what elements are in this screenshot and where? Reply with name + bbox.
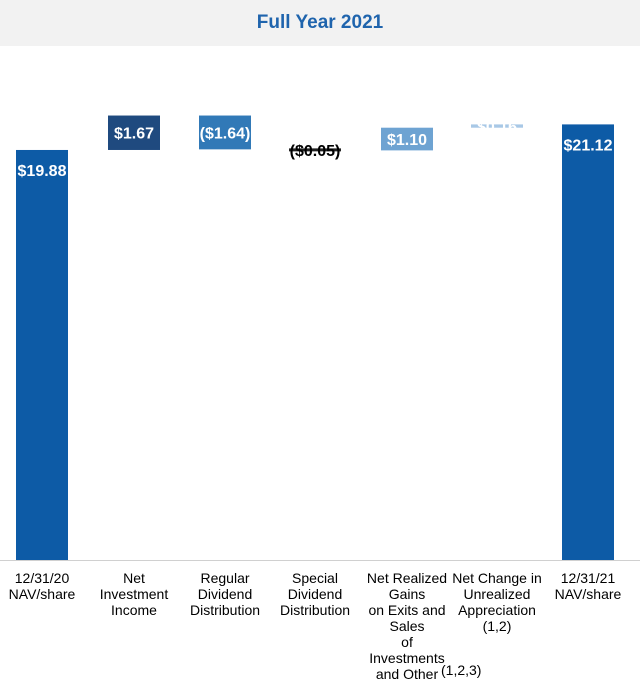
bar-value-label-1: $19.88 (18, 163, 67, 180)
category-label-5: Net Realized Gains on Exits and Sales of… (366, 570, 448, 682)
bar-value-label-4: ($0.05) (290, 143, 341, 160)
bar-group-7: $21.12 (562, 124, 614, 561)
bar-group-3: ($1.64) (199, 115, 251, 150)
bar-value-label-6: $0.16 (477, 119, 517, 136)
bar-group-1: $19.88 (16, 149, 68, 560)
bar-group-5: $1.10 (381, 127, 433, 151)
bar-5 (381, 127, 433, 151)
bar-6 (471, 124, 523, 128)
bar-group-2: $1.67 (108, 115, 160, 150)
bar-2 (108, 115, 160, 150)
bar-group-6: $0.16 (471, 119, 523, 136)
category-label-3: Regular Dividend Distribution (189, 570, 261, 618)
bar-group-4: ($0.05) (289, 143, 341, 160)
bar-1 (16, 149, 68, 560)
bar-value-label-5: $1.10 (387, 132, 427, 149)
bar-4 (289, 148, 341, 152)
category-label-1: 12/31/20 NAV/share (8, 570, 76, 602)
category-label-4: Special Dividend Distribution (279, 570, 351, 618)
category-note-5: (1,2,3) (441, 662, 482, 678)
bar-value-label-2: $1.67 (114, 125, 154, 142)
title-bar: Full Year 2021 (0, 0, 640, 46)
bar-3 (199, 115, 251, 150)
bar-7 (562, 124, 614, 561)
bar-value-label-7: $21.12 (564, 137, 613, 154)
category-label-7: 12/31/21 NAV/share (554, 570, 622, 602)
chart-title: Full Year 2021 (256, 12, 384, 33)
category-label-2: Net Investment Income (99, 570, 169, 618)
bar-value-label-3: ($1.64) (200, 125, 251, 142)
category-label-6: Net Change in Unrealized Appreciation (1… (452, 570, 542, 634)
